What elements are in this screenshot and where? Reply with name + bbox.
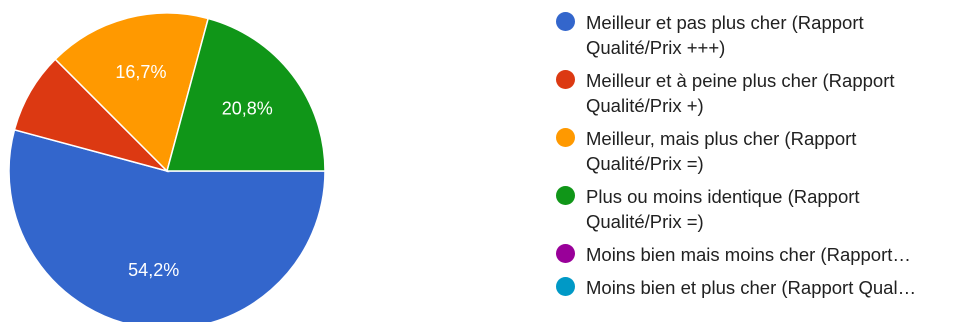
legend-label: Meilleur et pas plus cher (Rapport Quali… — [586, 12, 864, 58]
legend-item[interactable]: Plus ou moins identique (Rapport Qualité… — [556, 184, 956, 234]
pie-slice-3[interactable] — [166, 17, 326, 172]
slice-label-0: 54,2% — [128, 260, 179, 280]
legend-label: Meilleur, mais plus cher (Rapport Qualit… — [586, 128, 857, 174]
slice-label-3: 20,8% — [222, 98, 273, 118]
pie-slice-0[interactable] — [8, 128, 326, 322]
legend-swatch — [556, 186, 575, 205]
legend-item[interactable]: Moins bien mais moins cher (Rapport… — [556, 242, 956, 267]
legend-label: Moins bien et plus cher (Rapport Qual… — [586, 277, 917, 298]
slice-label-2: 16,7% — [115, 62, 166, 82]
legend-item[interactable]: Meilleur et à peine plus cher (Rapport Q… — [556, 68, 956, 118]
legend-swatch — [556, 12, 575, 31]
legend-item[interactable]: Meilleur, mais plus cher (Rapport Qualit… — [556, 126, 956, 176]
legend-label: Plus ou moins identique (Rapport Qualité… — [586, 186, 860, 232]
legend-swatch — [556, 277, 575, 296]
pie-chart-plot: 54,2% 16,7% 20,8% — [8, 12, 326, 322]
legend-item[interactable]: Meilleur et pas plus cher (Rapport Quali… — [556, 10, 956, 60]
legend-swatch — [556, 128, 575, 147]
legend-swatch — [556, 70, 575, 89]
legend-swatch — [556, 244, 575, 263]
legend-label: Meilleur et à peine plus cher (Rapport Q… — [586, 70, 895, 116]
legend-item[interactable]: Moins bien et plus cher (Rapport Qual… — [556, 275, 956, 300]
legend-label: Moins bien mais moins cher (Rapport… — [586, 244, 911, 265]
chart-legend: Meilleur et pas plus cher (Rapport Quali… — [556, 10, 956, 308]
pie-slice-2[interactable] — [54, 12, 210, 173]
